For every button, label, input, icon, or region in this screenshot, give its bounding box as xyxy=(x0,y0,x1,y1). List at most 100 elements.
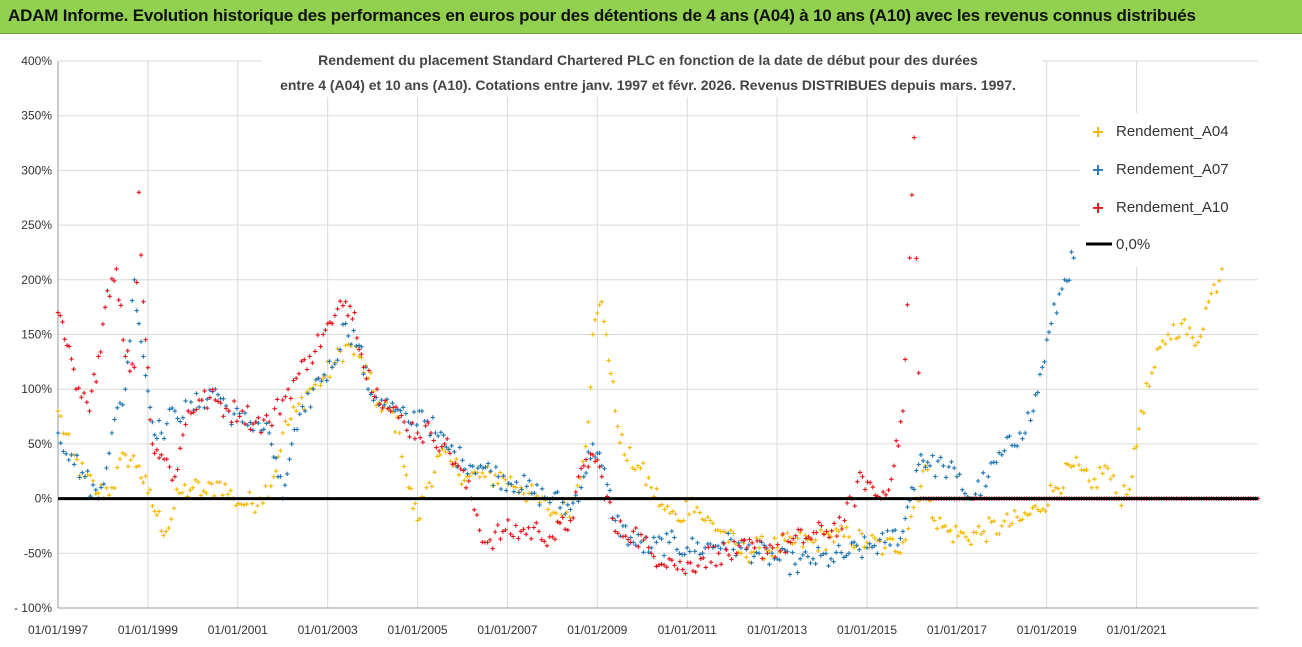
trend-point-a07 xyxy=(841,555,847,560)
trend-point-a04 xyxy=(120,450,125,456)
trend-point-a07 xyxy=(271,455,276,460)
data-point-a07 xyxy=(356,343,362,348)
trend-point-a04 xyxy=(925,467,930,472)
trend-point-a07 xyxy=(623,523,628,529)
trend-point-a04 xyxy=(610,379,616,384)
trend-point-a04 xyxy=(1092,477,1097,482)
trend-point-a10 xyxy=(354,335,360,341)
trend-point-a10 xyxy=(474,512,480,518)
data-point-a04 xyxy=(271,474,276,479)
data-point-a07 xyxy=(150,419,155,425)
data-point-a07 xyxy=(909,485,915,490)
data-point-a07 xyxy=(289,441,294,447)
trend-point-a04 xyxy=(161,533,166,538)
trend-point-a04 xyxy=(80,460,85,466)
trend-point-a07 xyxy=(152,432,157,438)
trend-point-a04 xyxy=(1149,370,1155,376)
trend-point-a04 xyxy=(1045,503,1051,508)
trend-point-a04 xyxy=(659,502,665,507)
trend-point-a10 xyxy=(695,563,701,568)
trend-point-a10 xyxy=(364,376,369,381)
trend-point-a10 xyxy=(552,537,558,542)
trend-point-a07 xyxy=(411,409,417,415)
data-point-a04 xyxy=(1103,463,1108,468)
trend-point-a07 xyxy=(188,399,194,405)
trend-point-a10 xyxy=(275,397,280,402)
trend-point-a04 xyxy=(665,504,670,509)
trend-point-a07 xyxy=(403,411,409,416)
data-point-a04 xyxy=(1053,485,1058,490)
data-point-a04 xyxy=(846,534,852,540)
trend-point-a04 xyxy=(759,534,764,539)
trend-point-a04 xyxy=(1195,340,1200,345)
data-point-a10 xyxy=(581,463,586,468)
trend-point-a10 xyxy=(372,394,377,399)
data-point-a04 xyxy=(1071,463,1076,468)
data-point-a07 xyxy=(864,545,870,550)
trend-point-a07 xyxy=(962,491,968,496)
trend-point-a10 xyxy=(477,528,482,533)
trend-point-a07 xyxy=(112,417,117,422)
trend-point-a10 xyxy=(385,406,391,411)
trend-point-a10 xyxy=(277,411,283,417)
trend-point-a07 xyxy=(493,464,499,470)
data-point-a04 xyxy=(622,452,627,457)
data-point-a07 xyxy=(828,556,834,561)
trend-point-a10 xyxy=(178,446,183,451)
trend-point-a04 xyxy=(1086,478,1092,484)
trend-point-a07 xyxy=(895,542,900,548)
trend-point-a04 xyxy=(934,526,940,531)
trend-point-a04 xyxy=(368,370,373,376)
trend-point-a07 xyxy=(1069,249,1074,255)
trend-point-a10 xyxy=(636,544,641,549)
data-point-a04 xyxy=(932,518,937,523)
trend-point-a04 xyxy=(826,531,831,537)
trend-point-a04 xyxy=(976,524,981,529)
trend-point-a04 xyxy=(943,523,948,529)
trend-point-a07 xyxy=(300,404,305,409)
trend-point-a07 xyxy=(509,482,514,487)
trend-point-a10 xyxy=(112,278,117,283)
trend-point-a04 xyxy=(74,457,80,462)
trend-point-a04 xyxy=(930,515,935,520)
trend-point-a07 xyxy=(893,527,898,533)
trend-point-a10 xyxy=(677,559,683,564)
trend-point-a04 xyxy=(399,454,404,459)
trend-point-a04 xyxy=(890,536,895,542)
trend-point-a07 xyxy=(790,550,795,555)
data-point-a04 xyxy=(163,529,169,534)
trend-point-a07 xyxy=(661,553,667,558)
trend-point-a04 xyxy=(390,409,395,415)
trend-point-a07 xyxy=(588,456,593,461)
trend-point-a04 xyxy=(984,539,989,544)
trend-point-a04 xyxy=(785,530,790,536)
trend-point-a04 xyxy=(1203,306,1209,311)
x-tick-label: 01/01/2007 xyxy=(477,623,537,637)
trend-point-a10 xyxy=(742,537,747,543)
trend-point-a04 xyxy=(58,413,63,419)
trend-point-a04 xyxy=(772,536,777,541)
trend-point-a07 xyxy=(390,400,395,406)
trend-point-a04 xyxy=(1111,473,1116,478)
data-point-a10 xyxy=(860,474,865,479)
trend-point-a07 xyxy=(473,471,478,476)
trend-point-a04 xyxy=(268,484,274,489)
trend-point-a07 xyxy=(638,539,644,545)
trend-point-a04 xyxy=(678,519,684,524)
trend-point-a04 xyxy=(141,480,146,485)
trend-point-a04 xyxy=(150,503,155,509)
trend-point-a04 xyxy=(1147,384,1152,389)
trend-point-a04 xyxy=(513,485,518,490)
trend-point-a04 xyxy=(169,516,174,522)
trend-point-a07 xyxy=(854,543,859,548)
trend-point-a10 xyxy=(785,539,791,544)
data-point-a10 xyxy=(550,534,555,540)
data-point-a04 xyxy=(1152,365,1157,370)
trend-point-a07 xyxy=(414,422,419,428)
trend-point-a10 xyxy=(418,435,423,440)
trend-point-a07 xyxy=(862,534,867,540)
trend-point-a07 xyxy=(887,542,893,548)
data-point-a07 xyxy=(1040,365,1045,370)
data-point-a10 xyxy=(734,551,739,556)
trend-point-a04 xyxy=(404,472,409,478)
